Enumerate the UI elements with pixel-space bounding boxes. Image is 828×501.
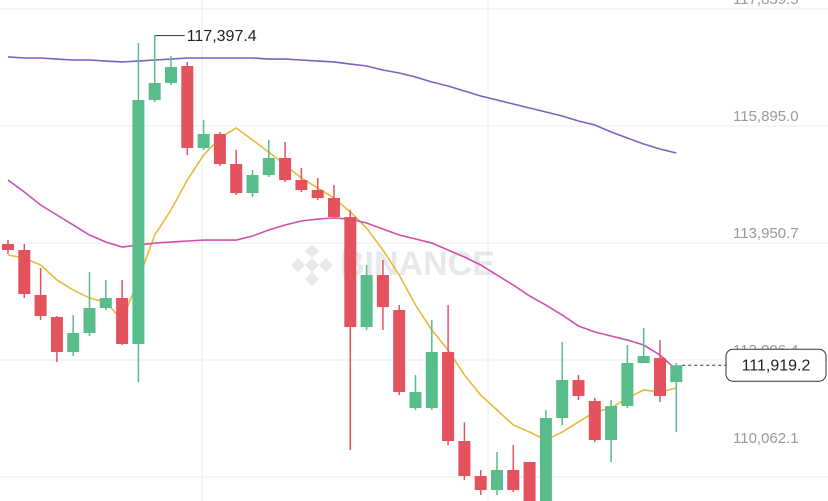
candle-body [165,67,177,83]
candle-body [523,462,536,501]
candle-body [230,164,243,194]
candle-body [213,134,226,165]
candle-body [262,158,275,176]
candle-body [360,275,373,328]
candle-body [621,363,634,407]
candle-body [344,217,357,328]
candle-body [442,352,455,442]
candle-body [572,380,585,396]
candle-body [654,358,666,396]
y-tick-label: 113,950.7 [733,225,799,242]
candle-body [328,198,340,218]
y-tick-label: 115,895.0 [733,108,799,125]
candle-body [458,441,471,477]
candle-body [2,244,14,251]
candle-body [556,380,569,419]
candle-body [474,476,487,491]
candle-body [588,400,601,441]
last-price-box [725,348,827,382]
candle-body [18,250,31,295]
candle-body [637,356,650,364]
candle-body [132,100,145,345]
candle-body [279,158,292,181]
last-price-label: 111,919.2 [742,357,811,374]
moving-average-line [7,179,677,371]
candle-body [50,317,63,353]
candle-body [670,365,683,383]
candle-body [376,275,389,308]
candle-body [409,392,422,409]
y-tick-label: 117,839.5 [733,0,799,8]
candle-body [425,352,438,409]
y-tick-label: 110,062.1 [733,430,799,447]
moving-average-line [7,56,677,154]
candle-body [83,308,96,333]
candle-body [99,298,112,309]
candle-body [605,406,618,441]
candle-body [295,180,308,191]
candle-body [539,418,552,501]
candle-body [34,295,47,317]
candle-body [311,190,324,199]
candle-body [507,470,520,491]
candle-body [116,298,129,345]
candle-body [246,175,259,194]
candle-body [491,470,503,491]
candle-body [148,82,161,101]
candle-body [393,310,406,393]
high-label: 117,397.4 [187,28,257,45]
candle-body [67,332,80,353]
candle-body [181,66,194,149]
candle-body [197,134,210,149]
